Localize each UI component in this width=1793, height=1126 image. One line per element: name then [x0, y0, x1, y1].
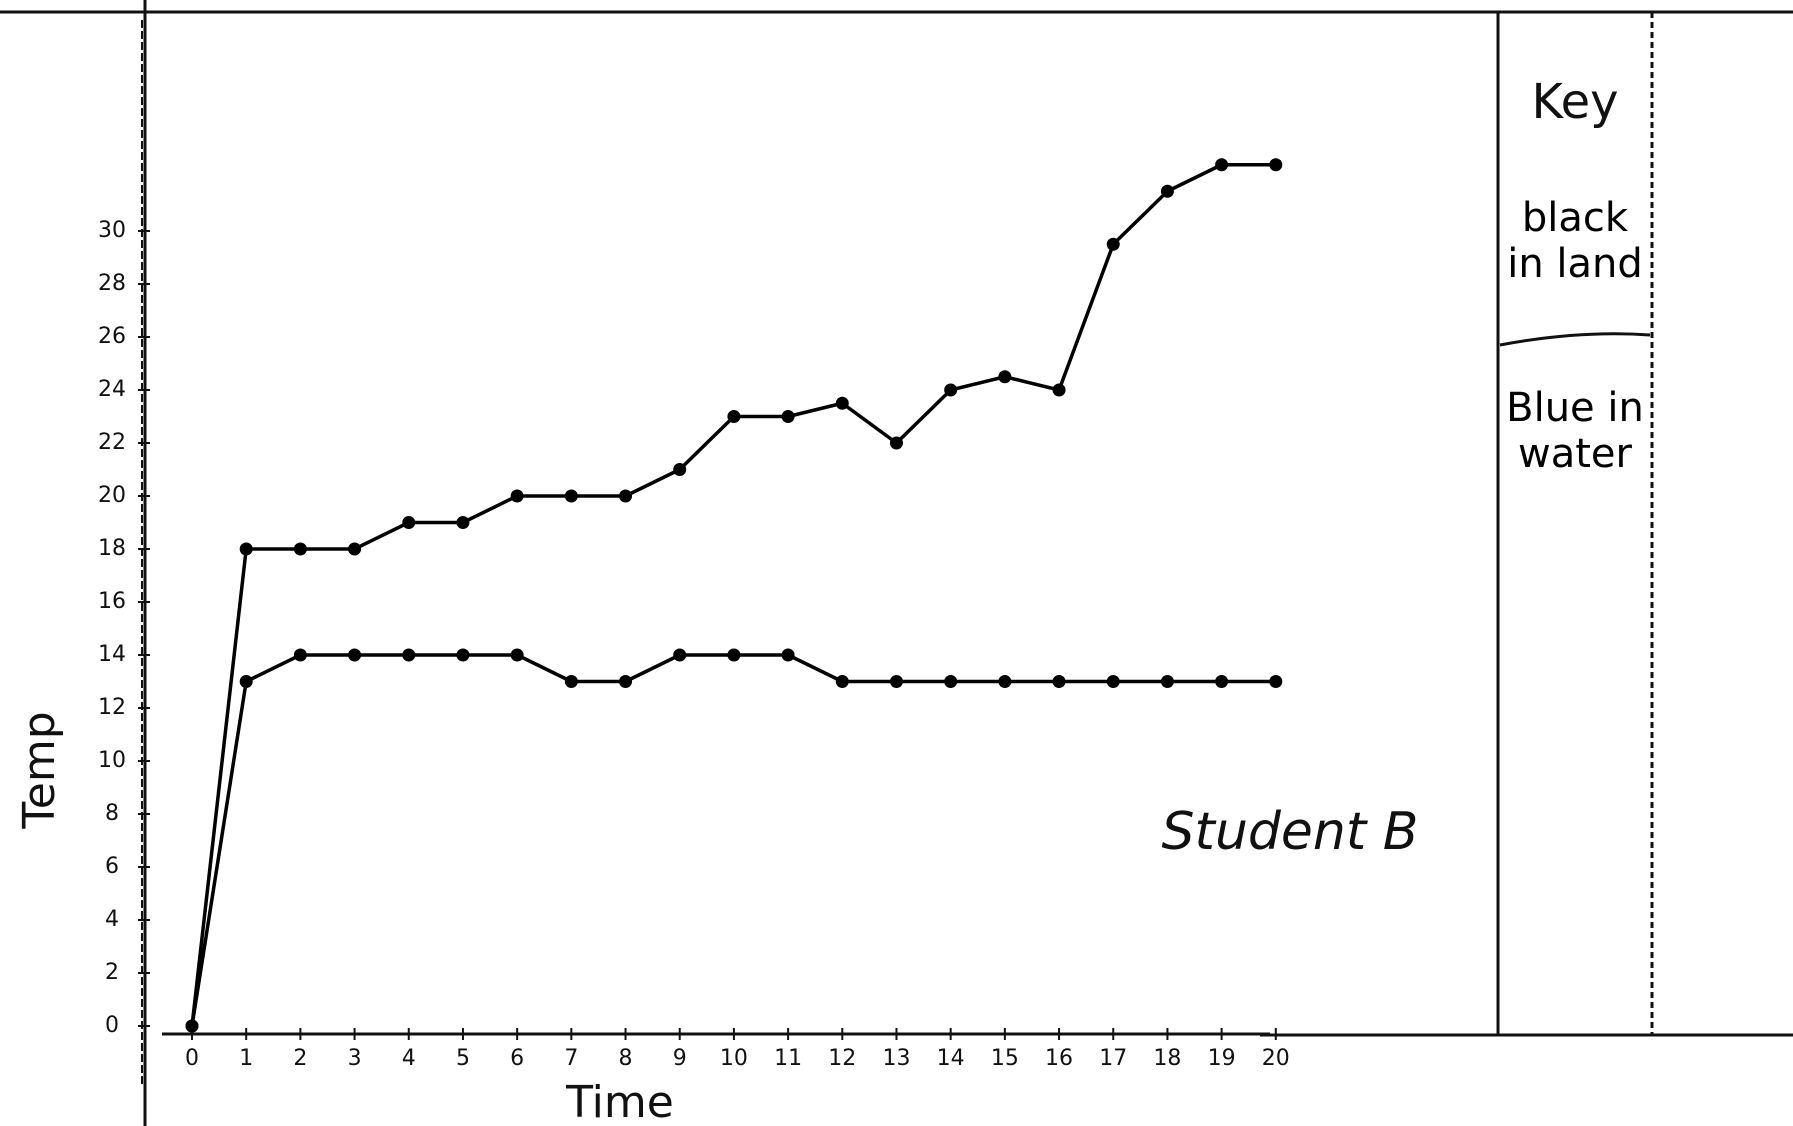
data-point [240, 543, 253, 556]
x-tick-label: 16 [1045, 1046, 1073, 1071]
y-tick-label: 28 [98, 271, 126, 296]
chart: Key Student B Time Temp 0246810121416182… [0, 0, 1793, 1126]
data-point [1269, 158, 1282, 171]
data-point [402, 649, 415, 662]
x-tick-label: 18 [1153, 1046, 1181, 1071]
data-point [1161, 675, 1174, 688]
data-point [944, 384, 957, 397]
key-divider [1500, 334, 1650, 345]
y-tick-label: 0 [105, 1013, 119, 1038]
data-point [511, 490, 524, 503]
data-point [240, 675, 253, 688]
y-tick-label: 14 [98, 642, 126, 667]
y-tick-label: 4 [105, 907, 119, 932]
data-point [1053, 384, 1066, 397]
data-point [1053, 675, 1066, 688]
x-tick-label: 12 [828, 1046, 856, 1071]
x-tick-label: 11 [774, 1046, 802, 1071]
y-tick-label: 8 [105, 801, 119, 826]
legend-entry: Blue in water [1505, 385, 1645, 477]
data-point [294, 649, 307, 662]
x-tick-label: 10 [720, 1046, 748, 1071]
y-axis-label: Temp [14, 711, 65, 829]
data-point [890, 437, 903, 450]
data-point [836, 397, 849, 410]
x-tick-label: 13 [882, 1046, 910, 1071]
y-tick-label: 12 [98, 695, 126, 720]
data-point [1215, 158, 1228, 171]
data-point [565, 490, 578, 503]
x-axis-label: Time [565, 1077, 674, 1126]
data-point [1269, 675, 1282, 688]
data-point [782, 649, 795, 662]
data-point [1161, 185, 1174, 198]
data-point [782, 410, 795, 423]
data-point [1215, 675, 1228, 688]
y-tick-label: 18 [98, 536, 126, 561]
data-point [998, 370, 1011, 383]
data-point [565, 675, 578, 688]
series-line [192, 165, 1276, 1026]
data-point [673, 463, 686, 476]
data-point [348, 649, 361, 662]
x-tick-label: 14 [937, 1046, 965, 1071]
series-line [192, 655, 1276, 1026]
page: Key Student B Time Temp 0246810121416182… [0, 0, 1793, 1126]
y-tick-label: 24 [98, 377, 126, 402]
x-tick-label: 2 [293, 1046, 307, 1071]
x-tick-label: 9 [673, 1046, 687, 1071]
annotation: Student B [1162, 802, 1419, 862]
y-tick-label: 22 [98, 430, 126, 455]
data-point [1107, 238, 1120, 251]
x-tick-label: 1 [239, 1046, 253, 1071]
data-point [456, 649, 469, 662]
y-tick-label: 16 [98, 589, 126, 614]
data-point [619, 490, 632, 503]
x-tick-label: 5 [456, 1046, 470, 1071]
x-tick-label: 3 [348, 1046, 362, 1071]
data-point [511, 649, 524, 662]
data-point [836, 675, 849, 688]
y-tick-label: 20 [98, 483, 126, 508]
data-point [890, 675, 903, 688]
y-tick-label: 6 [105, 854, 119, 879]
x-tick-label: 7 [564, 1046, 578, 1071]
data-point [673, 649, 686, 662]
data-point [294, 543, 307, 556]
y-tick-label: 26 [98, 324, 126, 349]
x-tick-label: 17 [1099, 1046, 1127, 1071]
x-tick-label: 20 [1262, 1046, 1290, 1071]
data-point [186, 1020, 199, 1033]
x-tick-label: 19 [1208, 1046, 1236, 1071]
x-tick-label: 6 [510, 1046, 524, 1071]
legend-title: Key [1531, 74, 1618, 130]
data-point [1107, 675, 1120, 688]
data-point [727, 649, 740, 662]
data-point [348, 543, 361, 556]
x-tick-label: 4 [402, 1046, 416, 1071]
data-point [619, 675, 632, 688]
y-tick-label: 10 [98, 748, 126, 773]
data-point [998, 675, 1011, 688]
data-point [456, 516, 469, 529]
data-point [944, 675, 957, 688]
data-point [402, 516, 415, 529]
y-tick-label: 2 [105, 960, 119, 985]
x-tick-label: 8 [619, 1046, 633, 1071]
legend-entry: black in land [1505, 195, 1645, 287]
x-tick-label: 15 [991, 1046, 1019, 1071]
x-tick-label: 0 [185, 1046, 199, 1071]
data-point [727, 410, 740, 423]
y-tick-label: 30 [98, 218, 126, 243]
